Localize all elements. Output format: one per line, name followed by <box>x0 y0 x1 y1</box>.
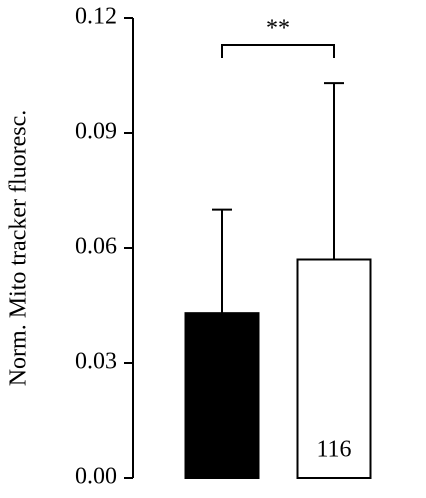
y-tick-label: 0.03 <box>75 349 117 375</box>
significance-bracket <box>221 44 335 58</box>
bar-label: 116 <box>316 437 351 463</box>
y-tick-label: 0.00 <box>75 464 117 490</box>
y-axis-label: Norm. Mito tracker fluoresc. <box>6 110 32 387</box>
y-tick-label: 0.09 <box>75 119 117 145</box>
bar <box>184 312 260 479</box>
y-tick-label: 0.06 <box>75 234 117 260</box>
bar <box>296 258 372 479</box>
bar-label: 118 <box>204 437 239 463</box>
significance-label: ** <box>266 16 290 42</box>
y-tick-label: 0.12 <box>75 4 117 30</box>
